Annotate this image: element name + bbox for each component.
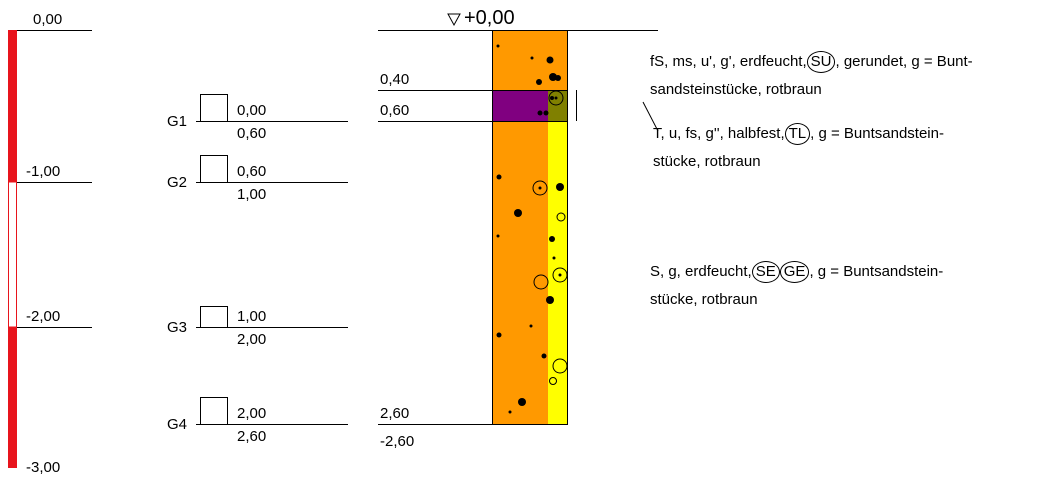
sample-name: G4 [167, 416, 188, 433]
layer-soil-text: , g = Buntsandstein- [809, 263, 944, 280]
sample-bottom-depth: 1,00 [237, 186, 267, 203]
soil-symbols-outline [532, 90, 568, 385]
sample-box [200, 94, 228, 122]
layer-description: fS, ms, u', g', erdfeucht, SU, gerundet, … [650, 48, 1055, 104]
layer-soil-text: , gerundet, g = Bunt- [835, 53, 973, 70]
depth-label: 0,40 [380, 71, 410, 88]
sample-bottom-depth: 2,60 [237, 428, 267, 445]
sample-name: G1 [167, 113, 188, 130]
depth-scale-bar [8, 30, 17, 468]
scale-tick-label: 0,00 [33, 11, 63, 28]
soil-group-symbol: GE [779, 261, 810, 283]
layer-soil-text: , g = Buntsandstein- [810, 125, 944, 142]
scale-segment-solid [8, 30, 17, 182]
layer-soil-text: stücke, rotbraun [653, 153, 761, 170]
scale-segment-outline [8, 181, 17, 328]
final-depth-label: -2,60 [380, 433, 415, 450]
layer-3-fill [492, 121, 548, 424]
column-outline [492, 30, 568, 425]
scale-segment-solid [8, 327, 17, 468]
sample-box [200, 155, 228, 183]
profile-head-label: +0,00 [464, 7, 515, 29]
depth-label: 0,60 [380, 102, 410, 119]
sample-top-depth: 0,60 [237, 163, 267, 180]
layer-description: S, g, erdfeucht, SE GE, g = Buntsandstein-… [650, 258, 1055, 314]
sample-name: G3 [167, 319, 188, 336]
sample-top-depth: 0,00 [237, 102, 267, 119]
water-level-triangle-icon [447, 13, 461, 27]
layer-soil-text: stücke, rotbraun [650, 291, 758, 308]
soil-group-symbol: SE [751, 261, 780, 283]
sample-box [200, 397, 228, 425]
scale-tick-label: -2,00 [26, 308, 61, 325]
depth-label: 2,60 [380, 405, 410, 422]
layer-2-fill [492, 90, 548, 121]
layer-1-fill [492, 31, 568, 90]
layer-soil-text: sandsteinstücke, rotbraun [650, 81, 822, 98]
soil-column [492, 30, 568, 425]
sample-top-depth: 1,00 [237, 308, 267, 325]
sample-top-depth: 2,00 [237, 405, 267, 422]
scale-tick-label: -1,00 [26, 163, 61, 180]
sample-bottom-depth: 2,00 [237, 331, 267, 348]
layer-soil-text: fS, ms, u', g', erdfeucht, [650, 53, 807, 70]
soil-symbols [496, 44, 564, 414]
layer-3-fill-secondary [548, 121, 568, 424]
sample-name: G2 [167, 174, 188, 191]
layer-2-fill-secondary [548, 90, 568, 121]
sample-box [200, 306, 228, 328]
layer-soil-text: S, g, erdfeucht, [650, 263, 752, 280]
layer-soil-text: T, u, fs, g'', halbfest, [653, 125, 785, 142]
scale-tick-label: -3,00 [26, 459, 61, 476]
soil-group-symbol: SU [806, 51, 836, 73]
leader-line [642, 101, 659, 132]
layer-description: T, u, fs, g'', halbfest, TL, g = Buntsand… [653, 120, 1055, 176]
soil-group-symbol: TL [784, 123, 811, 145]
sample-bottom-depth: 0,60 [237, 125, 267, 142]
